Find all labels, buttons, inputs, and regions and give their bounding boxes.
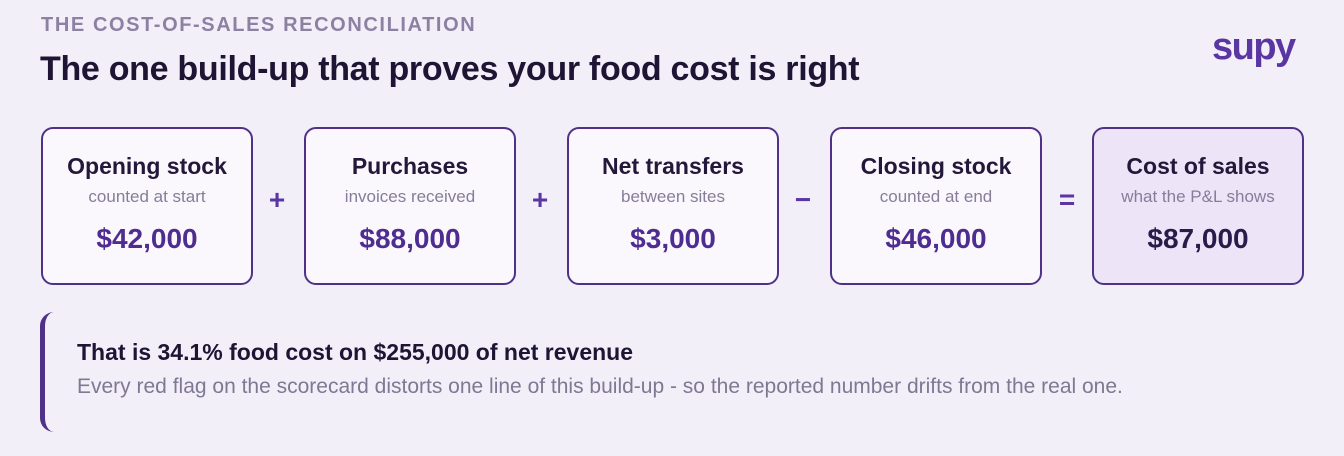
card: Opening stock counted at start $42,000 (41, 127, 253, 285)
card-subtitle: between sites (621, 187, 725, 206)
card-subtitle: what the P&L shows (1121, 187, 1275, 206)
card-title: Closing stock (860, 153, 1012, 179)
callout-bar (40, 312, 54, 432)
card-value: $87,000 (1147, 223, 1249, 254)
card-title: Purchases (351, 153, 469, 179)
result-card: Cost of sales what the P&L shows $87,000 (1092, 127, 1304, 285)
operator: − (794, 184, 812, 215)
operator: + (268, 184, 286, 215)
callout-body: Every red flag on the scorecard distorts… (77, 375, 1123, 398)
operator: + (531, 184, 549, 215)
card-subtitle: invoices received (344, 187, 476, 206)
logo: supy (1212, 26, 1296, 68)
card-title: Opening stock (67, 153, 227, 179)
card: Net transfers between sites $3,000 (567, 127, 779, 285)
card-title: Cost of sales (1126, 153, 1270, 179)
card: Purchases invoices received $88,000 (304, 127, 516, 285)
card-subtitle: counted at start (88, 187, 206, 206)
card: Closing stock counted at end $46,000 (830, 127, 1042, 285)
callout-title: That is 34.1% food cost on $255,000 of n… (77, 339, 634, 365)
card-title: Net transfers (602, 153, 744, 179)
card-value: $42,000 (96, 223, 198, 254)
card-subtitle: counted at end (879, 187, 993, 206)
card-value: $3,000 (630, 223, 716, 254)
card-value: $46,000 (885, 223, 987, 254)
eyebrow: THE COST-OF-SALES RECONCILIATION (41, 14, 477, 36)
card-value: $88,000 (359, 223, 461, 254)
page-title: The one build-up that proves your food c… (40, 50, 860, 88)
operator: = (1058, 184, 1076, 215)
